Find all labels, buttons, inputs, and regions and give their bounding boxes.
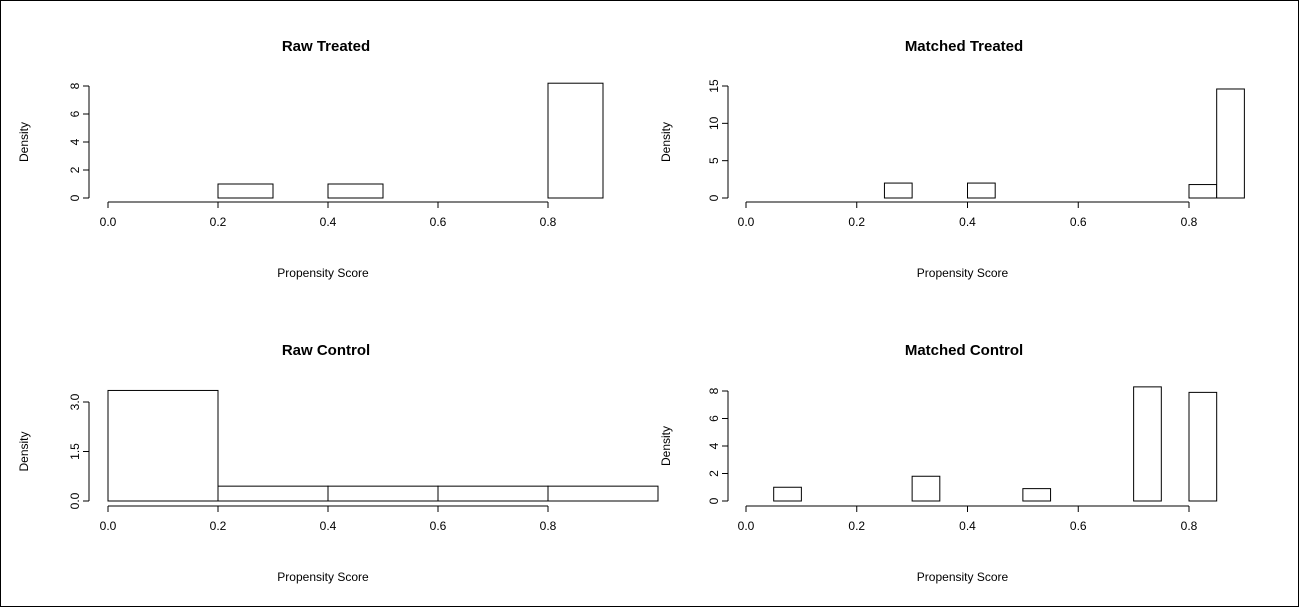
x-tick-label: 0.6 — [430, 519, 447, 533]
x-tick-label: 0.4 — [320, 215, 337, 229]
x-tick-label: 0.0 — [100, 215, 117, 229]
x-tick-label: 0.2 — [848, 215, 865, 229]
x-tick-label: 0.2 — [210, 215, 227, 229]
x-tick-label: 0.0 — [738, 519, 755, 533]
y-axis-label: Density — [17, 431, 31, 471]
y-tick-label: 2 — [707, 470, 721, 477]
x-tick-label: 0.8 — [540, 215, 557, 229]
y-axis-label: Density — [17, 122, 31, 162]
histogram-bar — [773, 486, 802, 502]
x-tick-label: 0.2 — [848, 519, 865, 533]
y-tick-label: 15 — [707, 79, 721, 93]
y-tick-label: 0.0 — [68, 492, 82, 509]
y-tick-label: 3.0 — [68, 393, 82, 410]
histogram-bar — [967, 182, 996, 199]
histogram-bar — [1022, 488, 1052, 502]
chart-title: Matched Control — [905, 342, 1023, 359]
y-axis-label: Density — [659, 122, 673, 162]
y-tick-label: 8 — [707, 387, 721, 394]
histogram-bar — [1216, 88, 1245, 199]
histogram-bar — [217, 485, 329, 502]
histogram-bar — [1133, 386, 1162, 502]
y-tick-label: 6 — [707, 415, 721, 422]
x-tick-label: 0.6 — [1070, 215, 1087, 229]
histogram-bar — [547, 485, 659, 502]
histogram-bar — [217, 183, 274, 199]
chart-title: Raw Control — [282, 342, 370, 359]
histogram-bar — [437, 485, 549, 502]
histogram-bar — [1188, 184, 1218, 199]
y-tick-label: 0 — [707, 194, 721, 201]
y-tick-label: 6 — [68, 110, 82, 117]
x-axis-label: Propensity Score — [277, 570, 369, 584]
histogram-bar — [327, 485, 439, 502]
histogram-bar — [883, 182, 913, 199]
x-tick-label: 0.8 — [540, 519, 557, 533]
chart-title: Matched Treated — [905, 38, 1023, 55]
x-tick-label: 0.4 — [959, 519, 976, 533]
y-tick-label: 10 — [707, 116, 721, 130]
x-tick-label: 0.8 — [1181, 215, 1198, 229]
x-axis-label: Propensity Score — [917, 570, 1009, 584]
y-tick-label: 1.5 — [68, 443, 82, 460]
chart-title: Raw Treated — [282, 38, 370, 55]
y-tick-label: 2 — [68, 166, 82, 173]
x-tick-label: 0.0 — [738, 215, 755, 229]
y-tick-label: 4 — [68, 138, 82, 145]
histogram-bar — [547, 82, 604, 199]
histogram-bar — [1188, 391, 1218, 502]
y-tick-label: 5 — [707, 157, 721, 164]
y-tick-label: 8 — [68, 82, 82, 89]
y-tick-label: 4 — [707, 442, 721, 449]
x-tick-label: 0.4 — [959, 215, 976, 229]
y-tick-label: 0 — [68, 194, 82, 201]
x-tick-label: 0.0 — [100, 519, 117, 533]
histogram-bar — [107, 389, 219, 502]
histogram-bar — [327, 183, 384, 199]
x-axis-label: Propensity Score — [917, 266, 1009, 280]
x-tick-label: 0.6 — [1070, 519, 1087, 533]
x-tick-label: 0.4 — [320, 519, 337, 533]
x-tick-label: 0.2 — [210, 519, 227, 533]
x-tick-label: 0.6 — [430, 215, 447, 229]
y-tick-label: 0 — [707, 497, 721, 504]
histogram-bar — [911, 475, 941, 502]
x-axis-label: Propensity Score — [277, 266, 369, 280]
x-tick-label: 0.8 — [1181, 519, 1198, 533]
y-axis-label: Density — [659, 426, 673, 466]
